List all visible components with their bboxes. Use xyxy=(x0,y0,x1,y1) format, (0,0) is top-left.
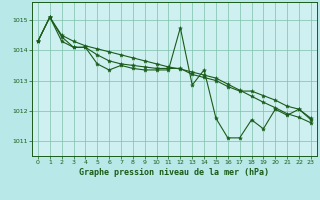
X-axis label: Graphe pression niveau de la mer (hPa): Graphe pression niveau de la mer (hPa) xyxy=(79,168,269,177)
